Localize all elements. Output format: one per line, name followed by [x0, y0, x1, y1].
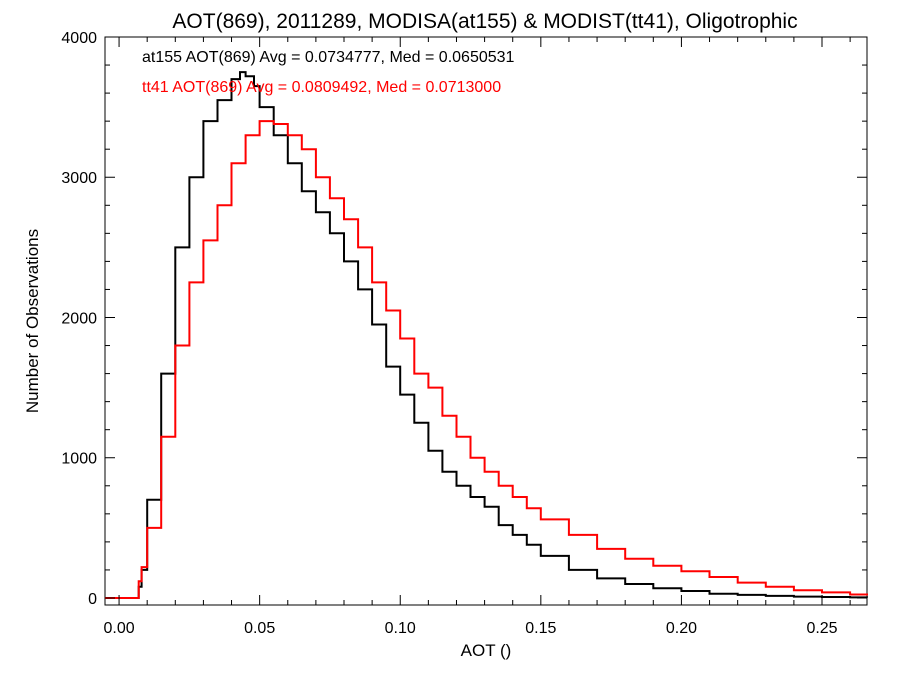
series-layer [105, 71, 868, 599]
y-tick-label-0: 0 [88, 591, 97, 608]
y-tick-label-4: 4000 [61, 30, 97, 47]
x-tick-label-1: 0.05 [244, 620, 275, 637]
legend-entry-tt41: tt41 AOT(869) Avg = 0.0809492, Med = 0.0… [142, 79, 501, 96]
x-tick-label-0: 0.00 [103, 620, 134, 637]
plot-frame [104, 36, 868, 606]
x-tick-label-5: 0.25 [806, 620, 837, 637]
x-axis-label: AOT () [461, 641, 512, 660]
x-tick-label-4: 0.20 [666, 620, 697, 637]
y-axis-label: Number of Observations [23, 229, 42, 413]
x-tick-label-3: 0.15 [525, 620, 556, 637]
y-tick-label-1: 1000 [61, 451, 97, 468]
series-line-1 [105, 120, 868, 599]
legend-entry-at155: at155 AOT(869) Avg = 0.0734777, Med = 0.… [142, 49, 515, 66]
y-tick-label-2: 2000 [61, 310, 97, 327]
chart-title: AOT(869), 2011289, MODISA(at155) & MODIS… [172, 10, 797, 33]
series-line-0 [105, 71, 868, 599]
ticks-layer: 0.00 0.05 0.10 0.15 0.20 0.25 0 1000 2000 3000 400… [61, 30, 867, 637]
x-tick-label-2: 0.10 [385, 620, 416, 637]
y-tick-label-3: 3000 [61, 170, 97, 187]
